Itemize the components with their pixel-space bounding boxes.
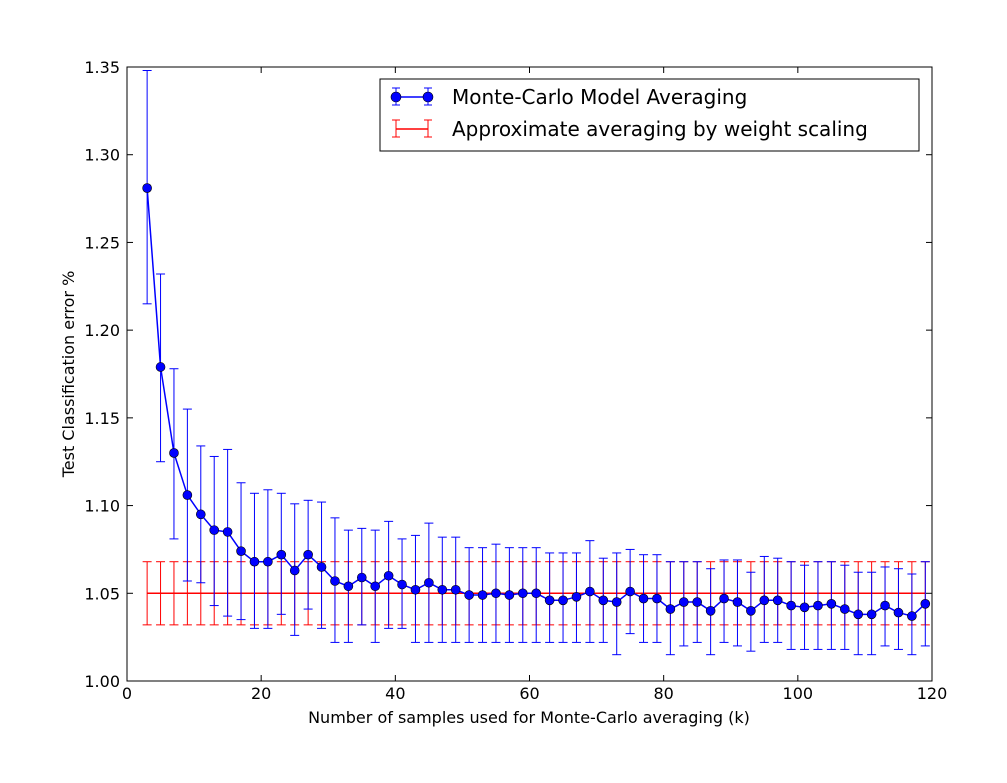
x-tick-label: 120 [917,684,948,703]
y-tick-label: 1.35 [84,58,120,77]
monte-carlo-point [853,609,864,620]
x-tick-label: 40 [385,684,405,703]
x-tick-label: 100 [783,684,814,703]
monte-carlo-point [772,595,783,606]
monte-carlo-point [719,593,729,604]
x-tick-label: 0 [122,684,132,703]
x-tick-label: 80 [653,684,673,703]
y-tick-label: 1.00 [84,672,120,691]
legend-frame [379,78,920,152]
monte-carlo-point [222,527,233,537]
monte-carlo-point [195,509,206,520]
monte-carlo-point [303,549,313,560]
monte-carlo-point [477,590,488,600]
y-tick-label: 1.05 [84,584,120,603]
weight-scaling-errorbar [169,561,179,626]
monte-carlo-point [839,604,850,614]
monte-carlo-point [638,593,649,604]
monte-carlo-point [169,448,179,458]
monte-carlo-point [531,588,542,599]
y-tick-label: 1.15 [84,409,120,428]
monte-carlo-point [249,556,260,567]
monte-carlo-point [611,597,622,607]
monte-carlo-point [330,576,340,586]
legend: Monte-Carlo Model Averaging Approximate … [379,78,920,152]
monte-carlo-point [289,565,300,576]
monte-carlo-point [759,595,770,606]
monte-carlo-point [598,595,609,606]
plot-area [142,70,931,656]
legend-label-mc: Monte-Carlo Model Averaging [452,85,747,109]
monte-carlo-point [370,581,381,592]
monte-carlo-point [893,607,904,618]
monte-carlo-point [450,584,461,595]
monte-carlo-point [625,586,635,597]
monte-carlo-point [155,362,166,372]
monte-carlo-point [343,581,354,592]
monte-carlo-point [558,595,568,606]
monte-carlo-point [813,600,823,611]
monte-carlo-point [585,586,595,597]
monte-carlo-point [920,599,931,609]
monte-carlo-point [880,600,890,611]
monte-carlo-point [504,590,515,600]
weight-scaling-errorbar [142,561,152,626]
monte-carlo-point [491,588,501,599]
y-axis-label: Test Classification error % [59,271,78,479]
legend-swatch-weight-scaling [392,119,432,138]
monte-carlo-point [410,584,421,595]
series-monte-carlo [142,70,931,656]
monte-carlo-point [397,579,407,590]
x-tick-label: 20 [251,684,271,703]
x-axis-label: Number of samples used for Monte-Carlo a… [308,708,750,727]
monte-carlo-point [316,562,327,572]
axis-ticks: 0 20 40 60 80 100 120 1.00 1.05 1.10 1.15 1.20 1.25 1… [84,58,947,703]
monte-carlo-point [571,591,582,602]
monte-carlo-point [786,600,796,611]
monte-carlo-point [517,588,528,599]
monte-carlo-point [276,549,287,560]
monte-carlo-point [732,597,743,607]
monte-carlo-point [356,572,367,583]
monte-carlo-point [799,602,810,613]
monte-carlo-point [383,570,394,581]
x-tick-label: 60 [519,684,539,703]
monte-carlo-point [142,183,152,193]
legend-label-weight-scaling: Approximate averaging by weight scaling [452,117,868,141]
monte-carlo-point [182,490,193,500]
monte-carlo-point [209,525,220,535]
monte-carlo-point [544,595,555,606]
monte-carlo-point [665,604,676,614]
monte-carlo-point [705,606,716,616]
monte-carlo-point [692,597,703,607]
legend-swatch-mc [390,87,434,106]
monte-carlo-point [263,556,273,567]
monte-carlo-point [746,606,756,616]
monte-carlo-point [437,584,448,595]
monte-carlo-point [866,609,877,620]
monte-carlo-point [424,577,434,588]
weight-scaling-errorbar [156,561,166,626]
monte-carlo-point [652,593,662,604]
y-tick-label: 1.20 [84,321,120,340]
y-tick-label: 1.30 [84,146,120,165]
monte-carlo-point [826,599,837,609]
monte-carlo-point [236,546,246,556]
y-tick-label: 1.10 [84,497,120,516]
monte-carlo-point [907,611,917,621]
monte-carlo-point [678,597,689,607]
monte-carlo-point [464,590,474,600]
y-tick-label: 1.25 [84,233,120,252]
